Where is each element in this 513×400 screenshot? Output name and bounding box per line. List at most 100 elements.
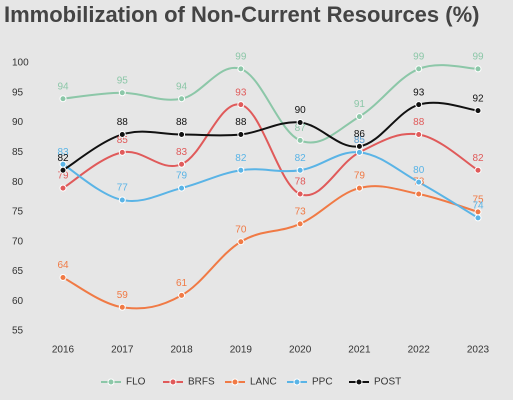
value-label: 88 — [117, 117, 129, 128]
y-tick-label: 90 — [12, 117, 24, 128]
point — [474, 107, 482, 115]
value-label: 80 — [413, 165, 425, 176]
value-label: 93 — [235, 87, 247, 98]
value-label: 95 — [117, 75, 129, 86]
legend-marker — [107, 378, 115, 386]
value-label: 59 — [117, 290, 129, 301]
point — [118, 89, 126, 97]
value-label: 82 — [295, 153, 307, 164]
y-tick-label: 70 — [12, 236, 24, 247]
y-tick-label: 80 — [12, 177, 24, 188]
legend-label: PPC — [312, 377, 333, 388]
value-label: 79 — [57, 171, 69, 182]
value-label: 88 — [176, 117, 188, 128]
point — [59, 184, 67, 192]
x-tick-label: 2021 — [348, 345, 371, 356]
value-label: 70 — [235, 224, 247, 235]
value-label: 86 — [354, 129, 366, 140]
point — [178, 160, 186, 168]
point — [59, 166, 67, 174]
point — [474, 65, 482, 73]
chart-title: Immobilization of Non-Current Resources … — [4, 2, 479, 27]
point — [415, 101, 423, 109]
y-tick-label: 60 — [12, 296, 24, 307]
x-tick-label: 2023 — [467, 345, 490, 356]
line — [62, 185, 479, 310]
legend-marker — [293, 378, 301, 386]
point — [237, 65, 245, 73]
point — [296, 220, 304, 228]
point — [118, 148, 126, 156]
point — [355, 148, 363, 156]
value-label: 91 — [354, 99, 366, 110]
point — [415, 130, 423, 138]
value-label: 93 — [413, 87, 425, 98]
y-tick-label: 55 — [12, 326, 24, 337]
x-tick-label: 2022 — [408, 345, 431, 356]
value-label: 99 — [472, 52, 484, 63]
value-label: 88 — [235, 117, 247, 128]
line — [62, 103, 479, 197]
value-label: 73 — [295, 206, 307, 217]
value-label: 83 — [57, 147, 69, 158]
x-tick-label: 2017 — [111, 345, 134, 356]
value-label: 85 — [354, 135, 366, 146]
point — [178, 291, 186, 299]
value-label: 85 — [117, 135, 129, 146]
point — [118, 303, 126, 311]
legend-label: FLO — [126, 377, 146, 388]
point — [59, 273, 67, 281]
legend-label: BRFS — [188, 377, 215, 388]
value-label: 83 — [176, 147, 188, 158]
value-label: 79 — [176, 171, 188, 182]
point — [178, 95, 186, 103]
value-label: 87 — [295, 123, 307, 134]
point — [296, 166, 304, 174]
x-tick-label: 2019 — [230, 345, 253, 356]
value-label: 79 — [354, 171, 366, 182]
value-label: 75 — [472, 195, 484, 206]
value-label: 64 — [57, 260, 69, 271]
point — [237, 101, 245, 109]
point — [118, 196, 126, 204]
y-tick-label: 100 — [12, 58, 29, 69]
legend-marker — [169, 378, 177, 386]
value-label: 77 — [117, 183, 129, 194]
value-label: 78 — [295, 177, 307, 188]
value-label: 88 — [413, 117, 425, 128]
point — [296, 190, 304, 198]
legend-label: POST — [374, 377, 401, 388]
value-label: 82 — [235, 153, 247, 164]
point — [474, 166, 482, 174]
x-tick-label: 2018 — [170, 345, 193, 356]
point — [296, 136, 304, 144]
point — [59, 95, 67, 103]
point — [178, 184, 186, 192]
value-label: 61 — [176, 278, 188, 289]
point — [237, 130, 245, 138]
point — [415, 65, 423, 73]
point — [118, 130, 126, 138]
point — [355, 184, 363, 192]
point — [296, 119, 304, 127]
y-tick-label: 95 — [12, 87, 24, 98]
value-label: 99 — [413, 52, 425, 63]
point — [415, 190, 423, 198]
x-tick-label: 2020 — [289, 345, 312, 356]
y-tick-label: 85 — [12, 147, 24, 158]
value-label: 90 — [295, 105, 307, 116]
value-label: 74 — [472, 201, 484, 212]
point — [237, 166, 245, 174]
y-tick-label: 75 — [12, 207, 24, 218]
x-tick-label: 2016 — [52, 345, 75, 356]
point — [178, 130, 186, 138]
value-label: 94 — [176, 81, 188, 92]
point — [415, 178, 423, 186]
value-label: 82 — [472, 153, 484, 164]
value-label: 82 — [57, 153, 69, 164]
point — [237, 238, 245, 246]
point — [474, 214, 482, 222]
value-label: 99 — [235, 52, 247, 63]
value-label: 85 — [354, 135, 366, 146]
